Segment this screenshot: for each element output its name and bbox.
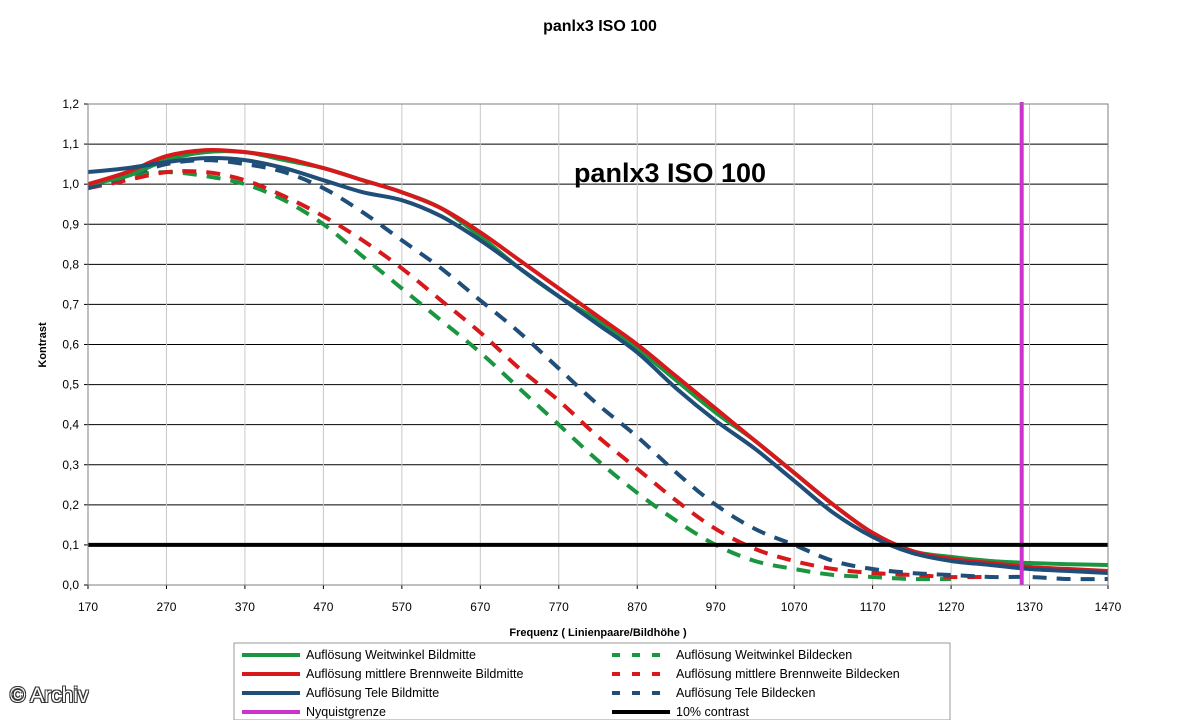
x-tick-label: 470 <box>313 600 333 614</box>
legend-label: Auflösung mittlere Brennweite Bildmitte <box>306 667 524 681</box>
y-tick-label: 0,3 <box>62 458 79 472</box>
series-line-3 <box>87 156 1109 575</box>
y-tick-label: 0,8 <box>62 257 79 271</box>
y-tick-label: 0,6 <box>62 338 79 352</box>
x-tick-labels: 170 270 370 470 570 670 770 870 970 1070 1170 1270 1… <box>78 600 1122 614</box>
series-line-6 <box>87 158 1109 582</box>
x-tick-label: 670 <box>470 600 490 614</box>
x-tick-label: 1470 <box>1095 600 1122 614</box>
legend: Auflösung Weitwinkel Bildmitte Auflösung … <box>233 642 951 720</box>
y-tick-label: 1,0 <box>62 177 79 191</box>
x-tick-label: 1270 <box>938 600 965 614</box>
legend-label: Auflösung Weitwinkel Bildecken <box>676 648 852 662</box>
series-line-2 <box>87 147 1109 573</box>
legend-box <box>233 642 951 720</box>
x-tick-label: 270 <box>156 600 176 614</box>
legend-label: Auflösung mittlere Brennweite Bildecken <box>676 667 900 681</box>
series-line-4 <box>87 170 952 582</box>
chart-annotation: panlx3 ISO 100 <box>574 158 766 188</box>
series-line-5 <box>87 169 991 580</box>
reference-lines <box>88 102 1108 585</box>
credit-watermark: © Archiv <box>10 684 89 707</box>
y-tick-label: 0,2 <box>62 498 79 512</box>
x-tick-label: 1370 <box>1016 600 1043 614</box>
x-tick-label: 1070 <box>781 600 808 614</box>
x-tick-label: 570 <box>392 600 412 614</box>
x-tick-label: 870 <box>627 600 647 614</box>
x-tick-label: 970 <box>706 600 726 614</box>
series-group <box>87 147 1109 582</box>
y-tick-label: 0,5 <box>62 378 79 392</box>
legend-label: Auflösung Tele Bildmitte <box>306 686 439 700</box>
y-tick-label: 0,4 <box>62 418 79 432</box>
y-tick-label: 1,1 <box>62 137 79 151</box>
x-tick-label: 770 <box>549 600 569 614</box>
y-tick-labels: 0,0 0,1 0,2 0,3 0,4 0,5 0,6 0,7 0,8 0,9 1,0 1,1 1,2 <box>62 97 79 592</box>
x-tick-label: 1170 <box>860 600 886 614</box>
y-tick-label: 0,9 <box>62 217 79 231</box>
legend-label: Nyquistgrenze <box>306 705 386 719</box>
series-line-1 <box>87 149 1109 567</box>
y-axis-label: Kontrast <box>37 322 49 368</box>
y-tick-label: 0,7 <box>62 297 79 311</box>
plot-area-border <box>87 103 1109 586</box>
legend-label: 10% contrast <box>676 705 749 719</box>
legend-label: Auflösung Tele Bildecken <box>676 686 815 700</box>
x-tick-label: 170 <box>78 600 98 614</box>
legend-label: Auflösung Weitwinkel Bildmitte <box>306 648 476 662</box>
chart-title: panlx3 ISO 100 <box>543 18 657 35</box>
x-axis-label: Frequenz ( Linienpaare/Bildhöhe ) <box>509 627 687 639</box>
y-tick-label: 1,2 <box>62 97 79 111</box>
y-tick-label: 0,0 <box>62 578 79 592</box>
x-tick-label: 370 <box>235 600 255 614</box>
y-tick-label: 0,1 <box>62 538 79 552</box>
